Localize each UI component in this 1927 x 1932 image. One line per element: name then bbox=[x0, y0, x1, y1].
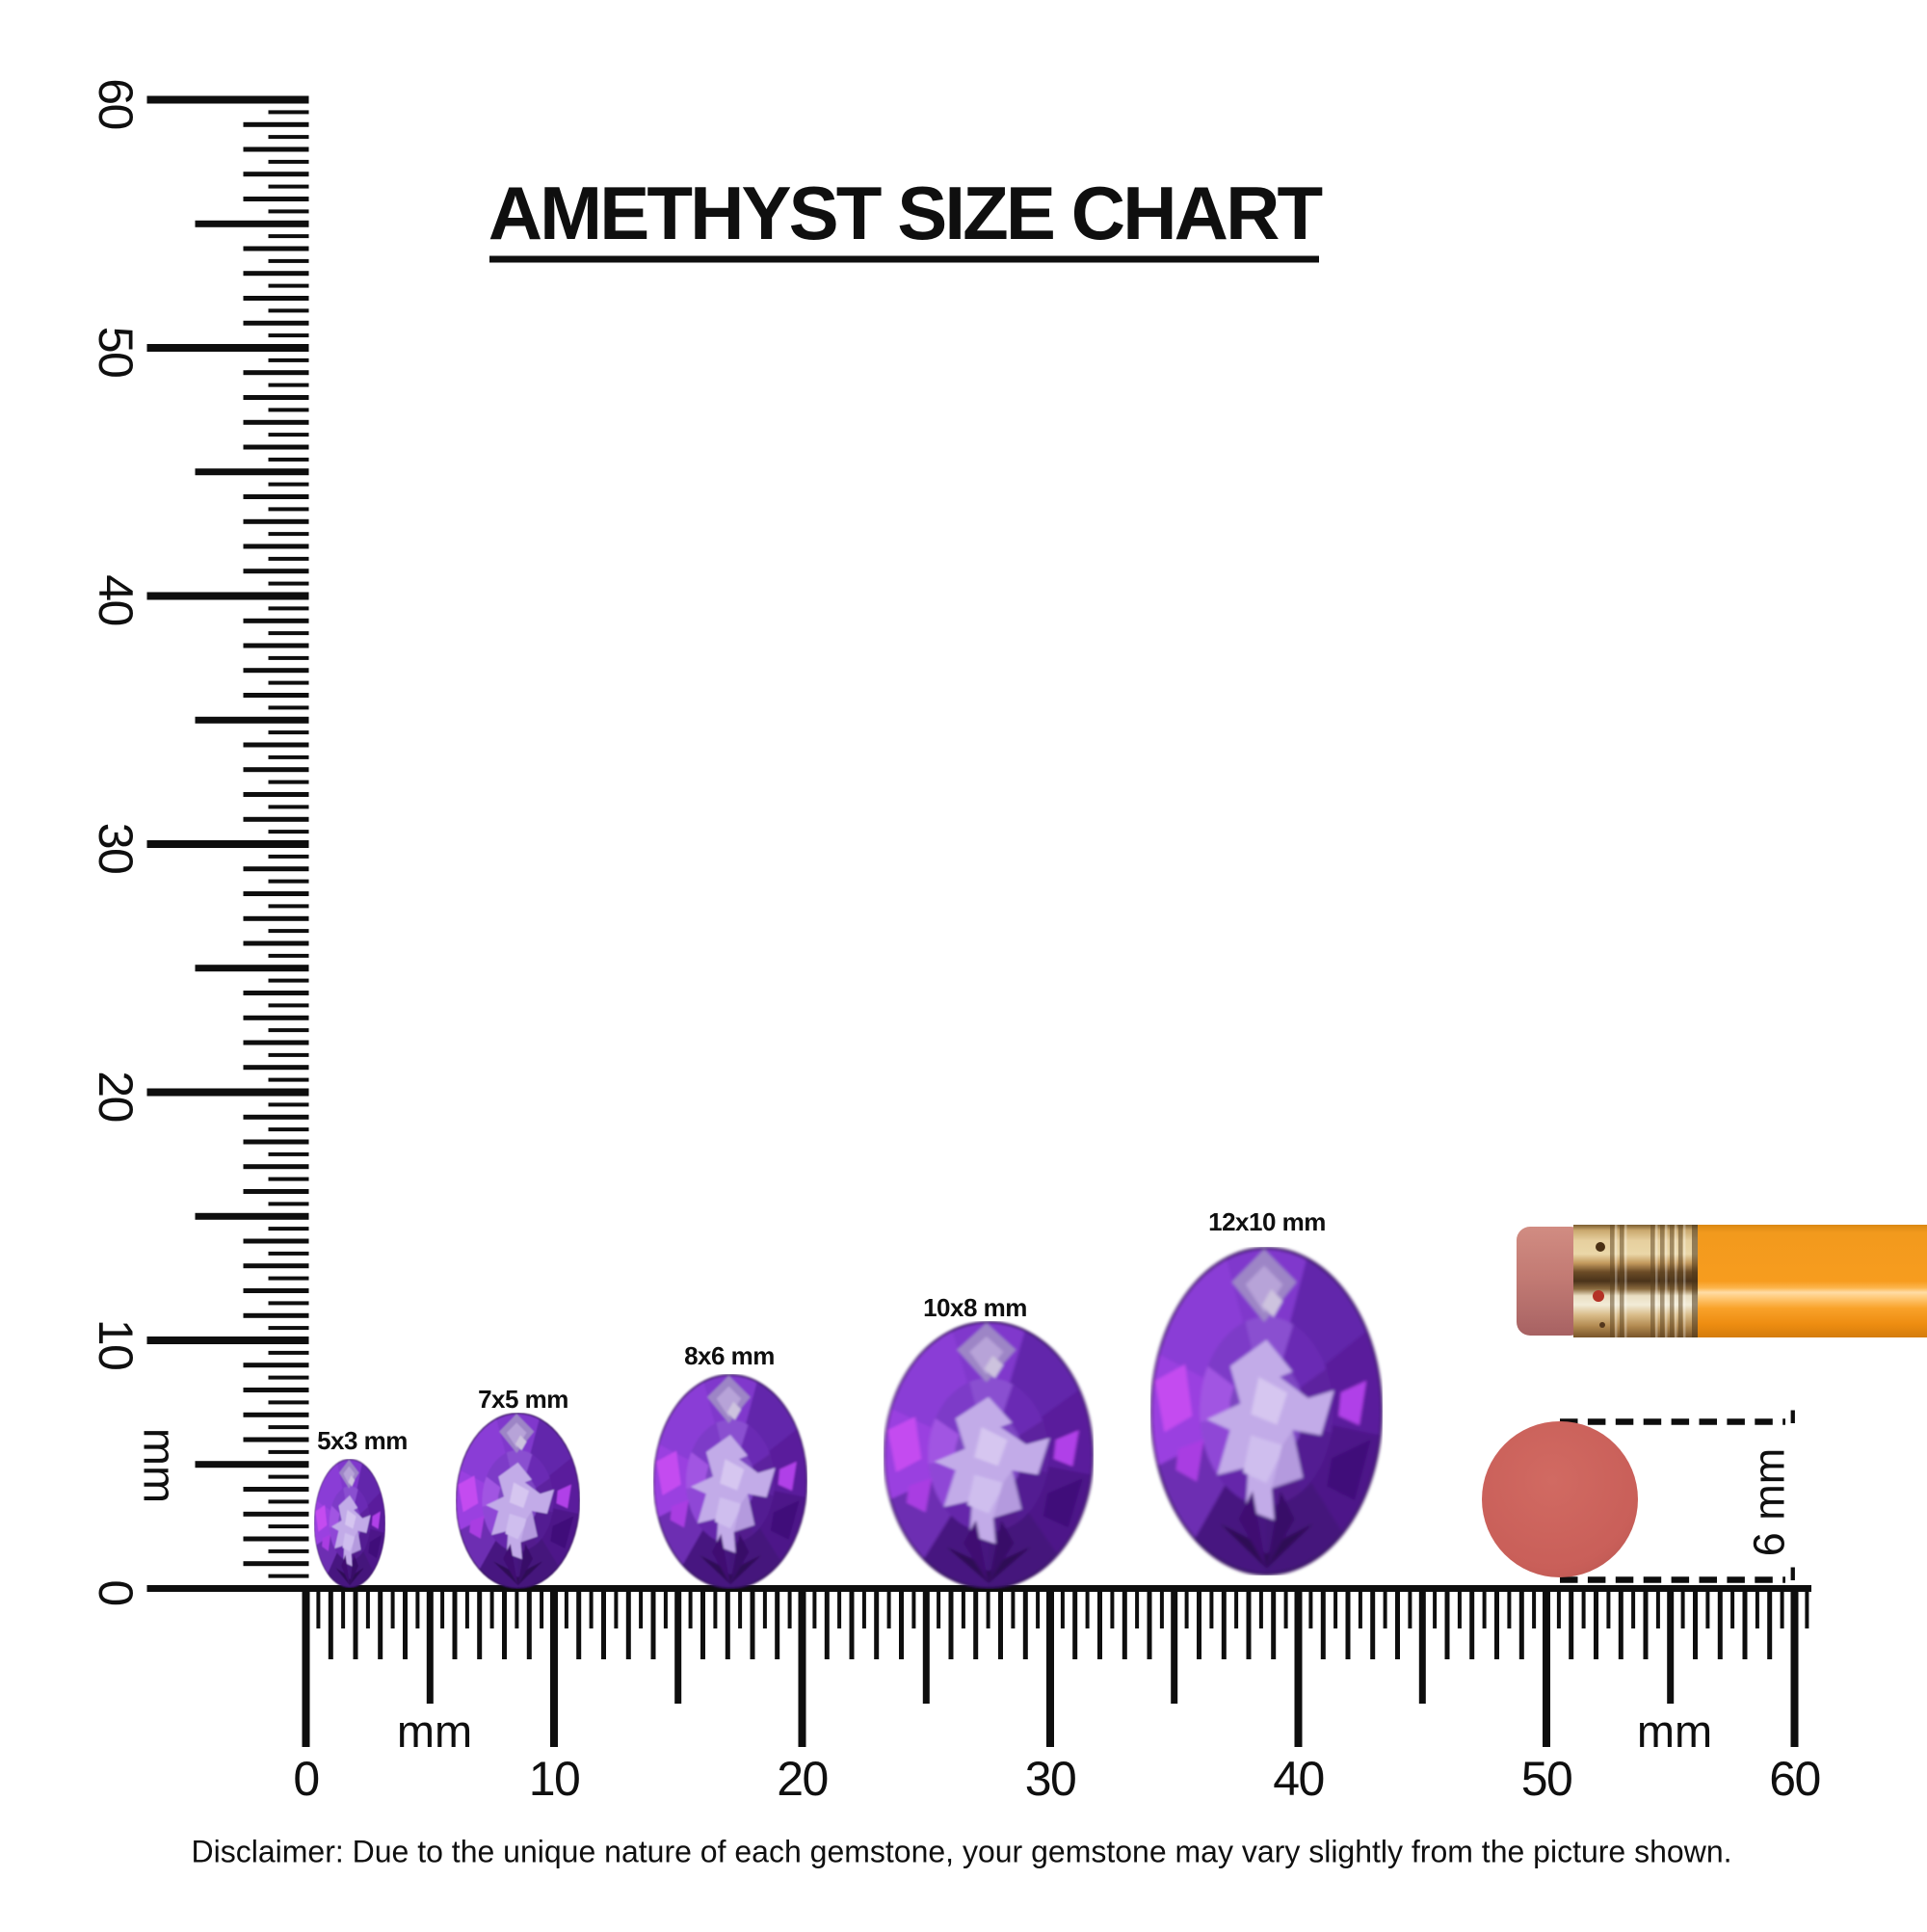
svg-text:mm: mm bbox=[397, 1706, 472, 1757]
svg-text:50: 50 bbox=[89, 327, 143, 378]
svg-text:30: 30 bbox=[1025, 1752, 1076, 1806]
svg-text:8x6 mm: 8x6 mm bbox=[684, 1341, 775, 1370]
svg-text:10: 10 bbox=[529, 1752, 580, 1806]
svg-text:mm: mm bbox=[135, 1428, 186, 1503]
svg-text:0: 0 bbox=[293, 1752, 318, 1806]
svg-text:40: 40 bbox=[89, 574, 143, 625]
svg-text:5x3 mm: 5x3 mm bbox=[317, 1426, 408, 1455]
svg-text:12x10 mm: 12x10 mm bbox=[1208, 1207, 1326, 1236]
svg-text:50: 50 bbox=[1521, 1752, 1572, 1806]
svg-text:20: 20 bbox=[89, 1071, 143, 1122]
svg-text:mm: mm bbox=[1637, 1706, 1712, 1757]
svg-text:20: 20 bbox=[777, 1752, 828, 1806]
svg-text:0: 0 bbox=[89, 1579, 143, 1604]
svg-text:7x5 mm: 7x5 mm bbox=[478, 1385, 568, 1414]
svg-text:30: 30 bbox=[89, 823, 143, 874]
svg-text:10x8 mm: 10x8 mm bbox=[923, 1293, 1027, 1322]
svg-text:6 mm: 6 mm bbox=[1745, 1448, 1794, 1557]
svg-text:60: 60 bbox=[89, 78, 143, 129]
svg-text:40: 40 bbox=[1273, 1752, 1324, 1806]
svg-text:Disclaimer: Due to the unique: Disclaimer: Due to the unique nature of … bbox=[192, 1835, 1732, 1869]
svg-text:60: 60 bbox=[1769, 1752, 1820, 1806]
svg-text:AMETHYST SIZE CHART: AMETHYST SIZE CHART bbox=[488, 171, 1323, 255]
svg-text:10: 10 bbox=[89, 1319, 143, 1370]
